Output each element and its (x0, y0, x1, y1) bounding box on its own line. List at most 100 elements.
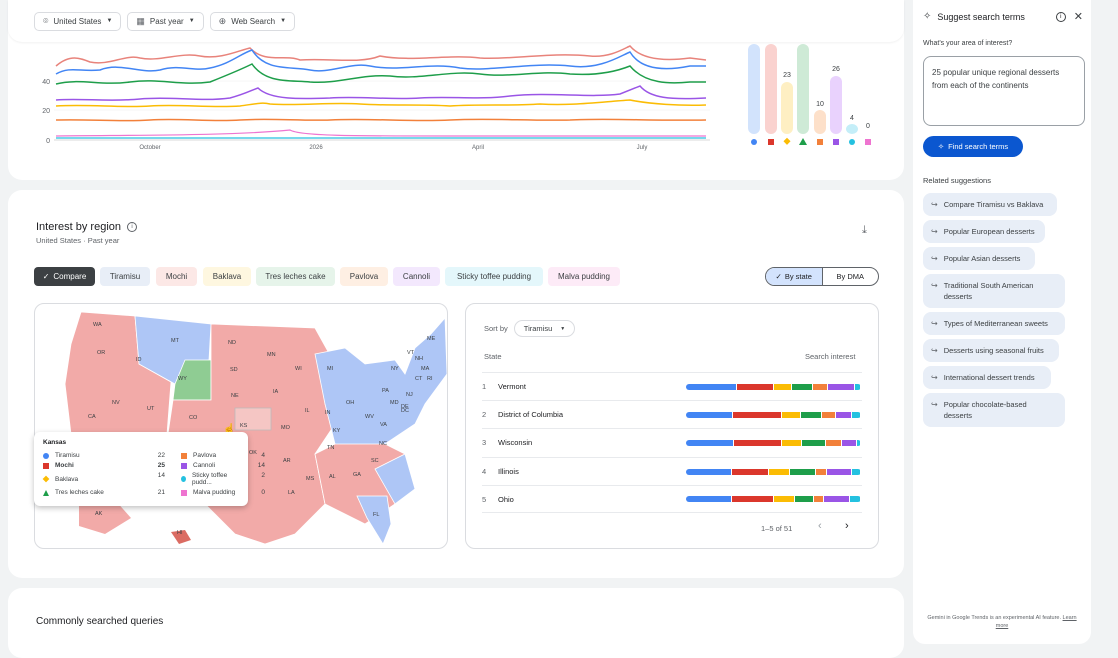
interest-segment (826, 439, 842, 446)
term-chip-pavlova[interactable]: Pavlova (340, 267, 388, 286)
prev-page-icon[interactable]: ‹ (818, 520, 822, 532)
suggest-sidebar: ✧ Suggest search terms i ✕ What's your a… (913, 0, 1091, 644)
state-label: PA (382, 388, 389, 394)
map-southeast-blue[interactable] (374, 453, 416, 505)
state-label: AK (95, 511, 103, 517)
interest-segment (821, 411, 835, 418)
cursor-icon: ☝ (223, 424, 236, 435)
suggestion-label: Popular European desserts (943, 227, 1035, 236)
sidebar-header: ✧ Suggest search terms i ✕ (923, 10, 1083, 23)
state-name: Ohio (498, 494, 514, 504)
state-label: MI (327, 366, 334, 372)
state-label: ID (136, 357, 142, 363)
suggestion-item[interactable]: ↪ Popular European desserts (923, 220, 1045, 243)
suggestion-item[interactable]: ↪ Popular chocolate-based desserts (923, 393, 1065, 427)
suggestion-item[interactable]: ↪ Popular Asian desserts (923, 247, 1035, 270)
term-chip-malva[interactable]: Malva pudding (548, 267, 620, 286)
suggestion-item[interactable]: ↪ Compare Tiramisu vs Baklava (923, 193, 1057, 216)
globe-icon: ⊕ (218, 15, 227, 26)
tooltip-value: 0 (261, 489, 265, 496)
interest-segment (734, 439, 782, 446)
rank: 3 (482, 438, 487, 447)
term-chip-baklava[interactable]: Baklava (203, 267, 251, 286)
tooltip-term: Baklava (55, 475, 79, 483)
by-state-label: By state (784, 272, 812, 281)
rank: 5 (482, 494, 487, 504)
by-state-toggle[interactable]: ✓ By state (766, 268, 823, 285)
table-row[interactable]: 5 Ohio (482, 485, 862, 513)
location-filter[interactable]: ⌾ United States ▼ (34, 11, 122, 31)
search-type-filter[interactable]: ⊕ Web Search ▼ (209, 11, 296, 31)
map-florida[interactable] (356, 495, 392, 545)
suggestion-label: Popular chocolate-based desserts (943, 400, 1027, 420)
table-row[interactable]: 2 District of Columbia (482, 400, 862, 428)
compare-chip[interactable]: ✓ Compare (34, 267, 95, 286)
tooltip-value: 2 (261, 472, 265, 479)
table-row[interactable]: 3 Wisconsin (482, 428, 862, 456)
term-chip-tiramisu[interactable]: Tiramisu (100, 267, 150, 286)
suggestion-item[interactable]: ↪ Types of Mediterranean sweets (923, 312, 1065, 335)
info-icon[interactable]: i (1055, 11, 1066, 22)
interest-segment (835, 411, 851, 418)
state-label: SD (230, 367, 238, 373)
state-label: MT (171, 338, 179, 344)
square-icon (43, 462, 49, 469)
state-label: MD (390, 400, 399, 406)
interest-bar (686, 496, 861, 502)
suggestion-label: Types of Mediterranean sweets (943, 319, 1048, 328)
term-chip-sticky-toffee[interactable]: Sticky toffee pudding (445, 267, 543, 286)
interest-segment (781, 411, 801, 418)
state-name: Wisconsin (498, 438, 533, 447)
term-chip-tres-leches[interactable]: Tres leches cake (256, 267, 335, 286)
marker-tiramisu (751, 139, 757, 145)
interest-segment (789, 468, 815, 475)
term-chip-mochi[interactable]: Mochi (156, 267, 197, 286)
state-label: WA (93, 322, 102, 328)
marker-baklava (783, 137, 791, 145)
x-axis-labels: October 2026 April July (139, 145, 647, 151)
related-title: Related suggestions (923, 176, 991, 185)
close-icon[interactable]: ✕ (1073, 11, 1083, 23)
interest-segment (732, 468, 768, 475)
state-label: KS (240, 423, 248, 429)
chevron-down-icon: ▼ (560, 325, 566, 332)
suggestion-item[interactable]: ↪ International dessert trends (923, 366, 1051, 389)
info-icon[interactable]: i (127, 222, 137, 232)
interest-bar (686, 383, 861, 390)
arrow-icon: ↪ (931, 373, 938, 382)
map-hawaii[interactable] (171, 530, 191, 544)
series-line-malva (55, 129, 706, 137)
map-alaska[interactable] (79, 500, 131, 534)
table-row[interactable]: 1 Vermont (482, 372, 862, 400)
suggestion-item[interactable]: ↪ Traditional South American desserts (923, 274, 1065, 308)
tooltip-item: Sticky toffee pudd... (181, 472, 239, 486)
interest-segment (801, 411, 821, 418)
download-icon[interactable]: ⤓ (862, 224, 867, 236)
bar-pavlova (814, 110, 826, 134)
state-label: MO (281, 425, 290, 431)
tooltip-term: Malva pudding (193, 489, 236, 496)
by-dma-toggle[interactable]: By DMA (836, 272, 864, 281)
table-row[interactable]: 4 Illinois (482, 457, 862, 485)
prompt-textarea[interactable]: 25 popular unique regional desserts from… (923, 56, 1085, 126)
learn-more-link[interactable]: Learn more (995, 615, 1077, 629)
interest-segment (773, 496, 794, 502)
suggestion-item[interactable]: ↪ Desserts using seasonal fruits (923, 339, 1059, 362)
term-chip-cannoli[interactable]: Cannoli (393, 267, 440, 286)
map-kansas-highlight[interactable] (234, 407, 272, 431)
marker-pavlova (817, 139, 823, 145)
arrow-icon: ↪ (931, 319, 938, 328)
interest-segment (828, 383, 854, 390)
time-filter[interactable]: ▦ Past year ▼ (127, 11, 204, 31)
sort-row: Sort by Tiramisu ▼ (484, 320, 576, 337)
rank: 2 (482, 410, 487, 419)
state-label: DC (401, 408, 409, 414)
state-label: AL (329, 474, 336, 480)
next-page-icon[interactable]: › (845, 520, 849, 532)
find-search-terms-button[interactable]: ✧ Find search terms (923, 136, 1023, 157)
arrow-icon: ↪ (931, 200, 938, 209)
sort-dropdown[interactable]: Tiramisu ▼ (513, 320, 576, 337)
state-label: HI (177, 530, 183, 536)
queries-title: Commonly searched queries (36, 616, 164, 627)
state-label: ND (228, 340, 236, 346)
